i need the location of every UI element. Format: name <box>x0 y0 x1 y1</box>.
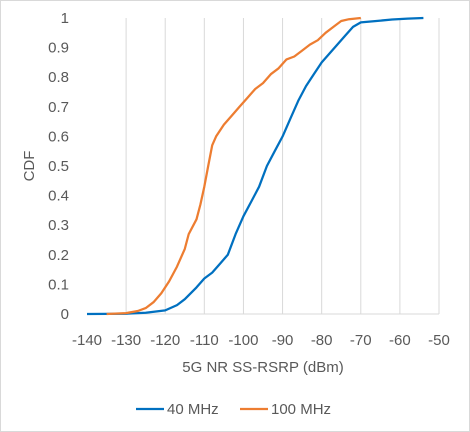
y-tick-label: 1 <box>61 10 69 27</box>
y-tick-label: 0.1 <box>48 276 69 293</box>
x-tick-label: -80 <box>311 332 333 349</box>
y-tick-label: 0.6 <box>48 128 69 145</box>
y-axis-title: CDF <box>21 151 38 182</box>
x-tick-label: -120 <box>150 332 180 349</box>
y-tick-label: 0.8 <box>48 69 69 86</box>
y-tick-label: 0.7 <box>48 99 69 116</box>
y-axis-ticks: 0 0.1 0.2 0.3 0.4 0.5 0.6 0.7 0.8 0.9 1 <box>48 10 69 323</box>
x-tick-label: -60 <box>389 332 411 349</box>
x-tick-label: -130 <box>111 332 141 349</box>
x-tick-label: -110 <box>190 332 219 349</box>
x-tick-label: -90 <box>272 332 294 349</box>
x-tick-label: -140 <box>72 332 102 349</box>
series-line-100-mhz <box>106 16 361 316</box>
x-tick-label: -70 <box>350 332 372 349</box>
series-lines <box>86 16 424 316</box>
series-line-40-mhz <box>86 16 424 316</box>
y-tick-label: 0.2 <box>48 247 69 264</box>
legend-label: 40 MHz <box>167 401 219 418</box>
y-tick-label: 0 <box>61 306 69 323</box>
legend: 40 MHz 100 MHz <box>136 401 331 418</box>
x-axis-ticks: -140 -130 -120 -110 -100 -90 -80 -70 -60 -50 <box>72 332 450 349</box>
legend-label: 100 MHz <box>271 401 331 418</box>
y-tick-label: 0.9 <box>48 40 69 57</box>
x-tick-label: -100 <box>228 332 258 349</box>
grid-lines <box>125 18 440 314</box>
y-tick-label: 0.5 <box>48 158 69 175</box>
x-axis-title: 5G NR SS-RSRP (dBm) <box>182 359 343 376</box>
y-tick-label: 0.3 <box>48 217 69 234</box>
y-tick-label: 0.4 <box>48 188 69 205</box>
x-tick-label: -50 <box>428 332 450 349</box>
